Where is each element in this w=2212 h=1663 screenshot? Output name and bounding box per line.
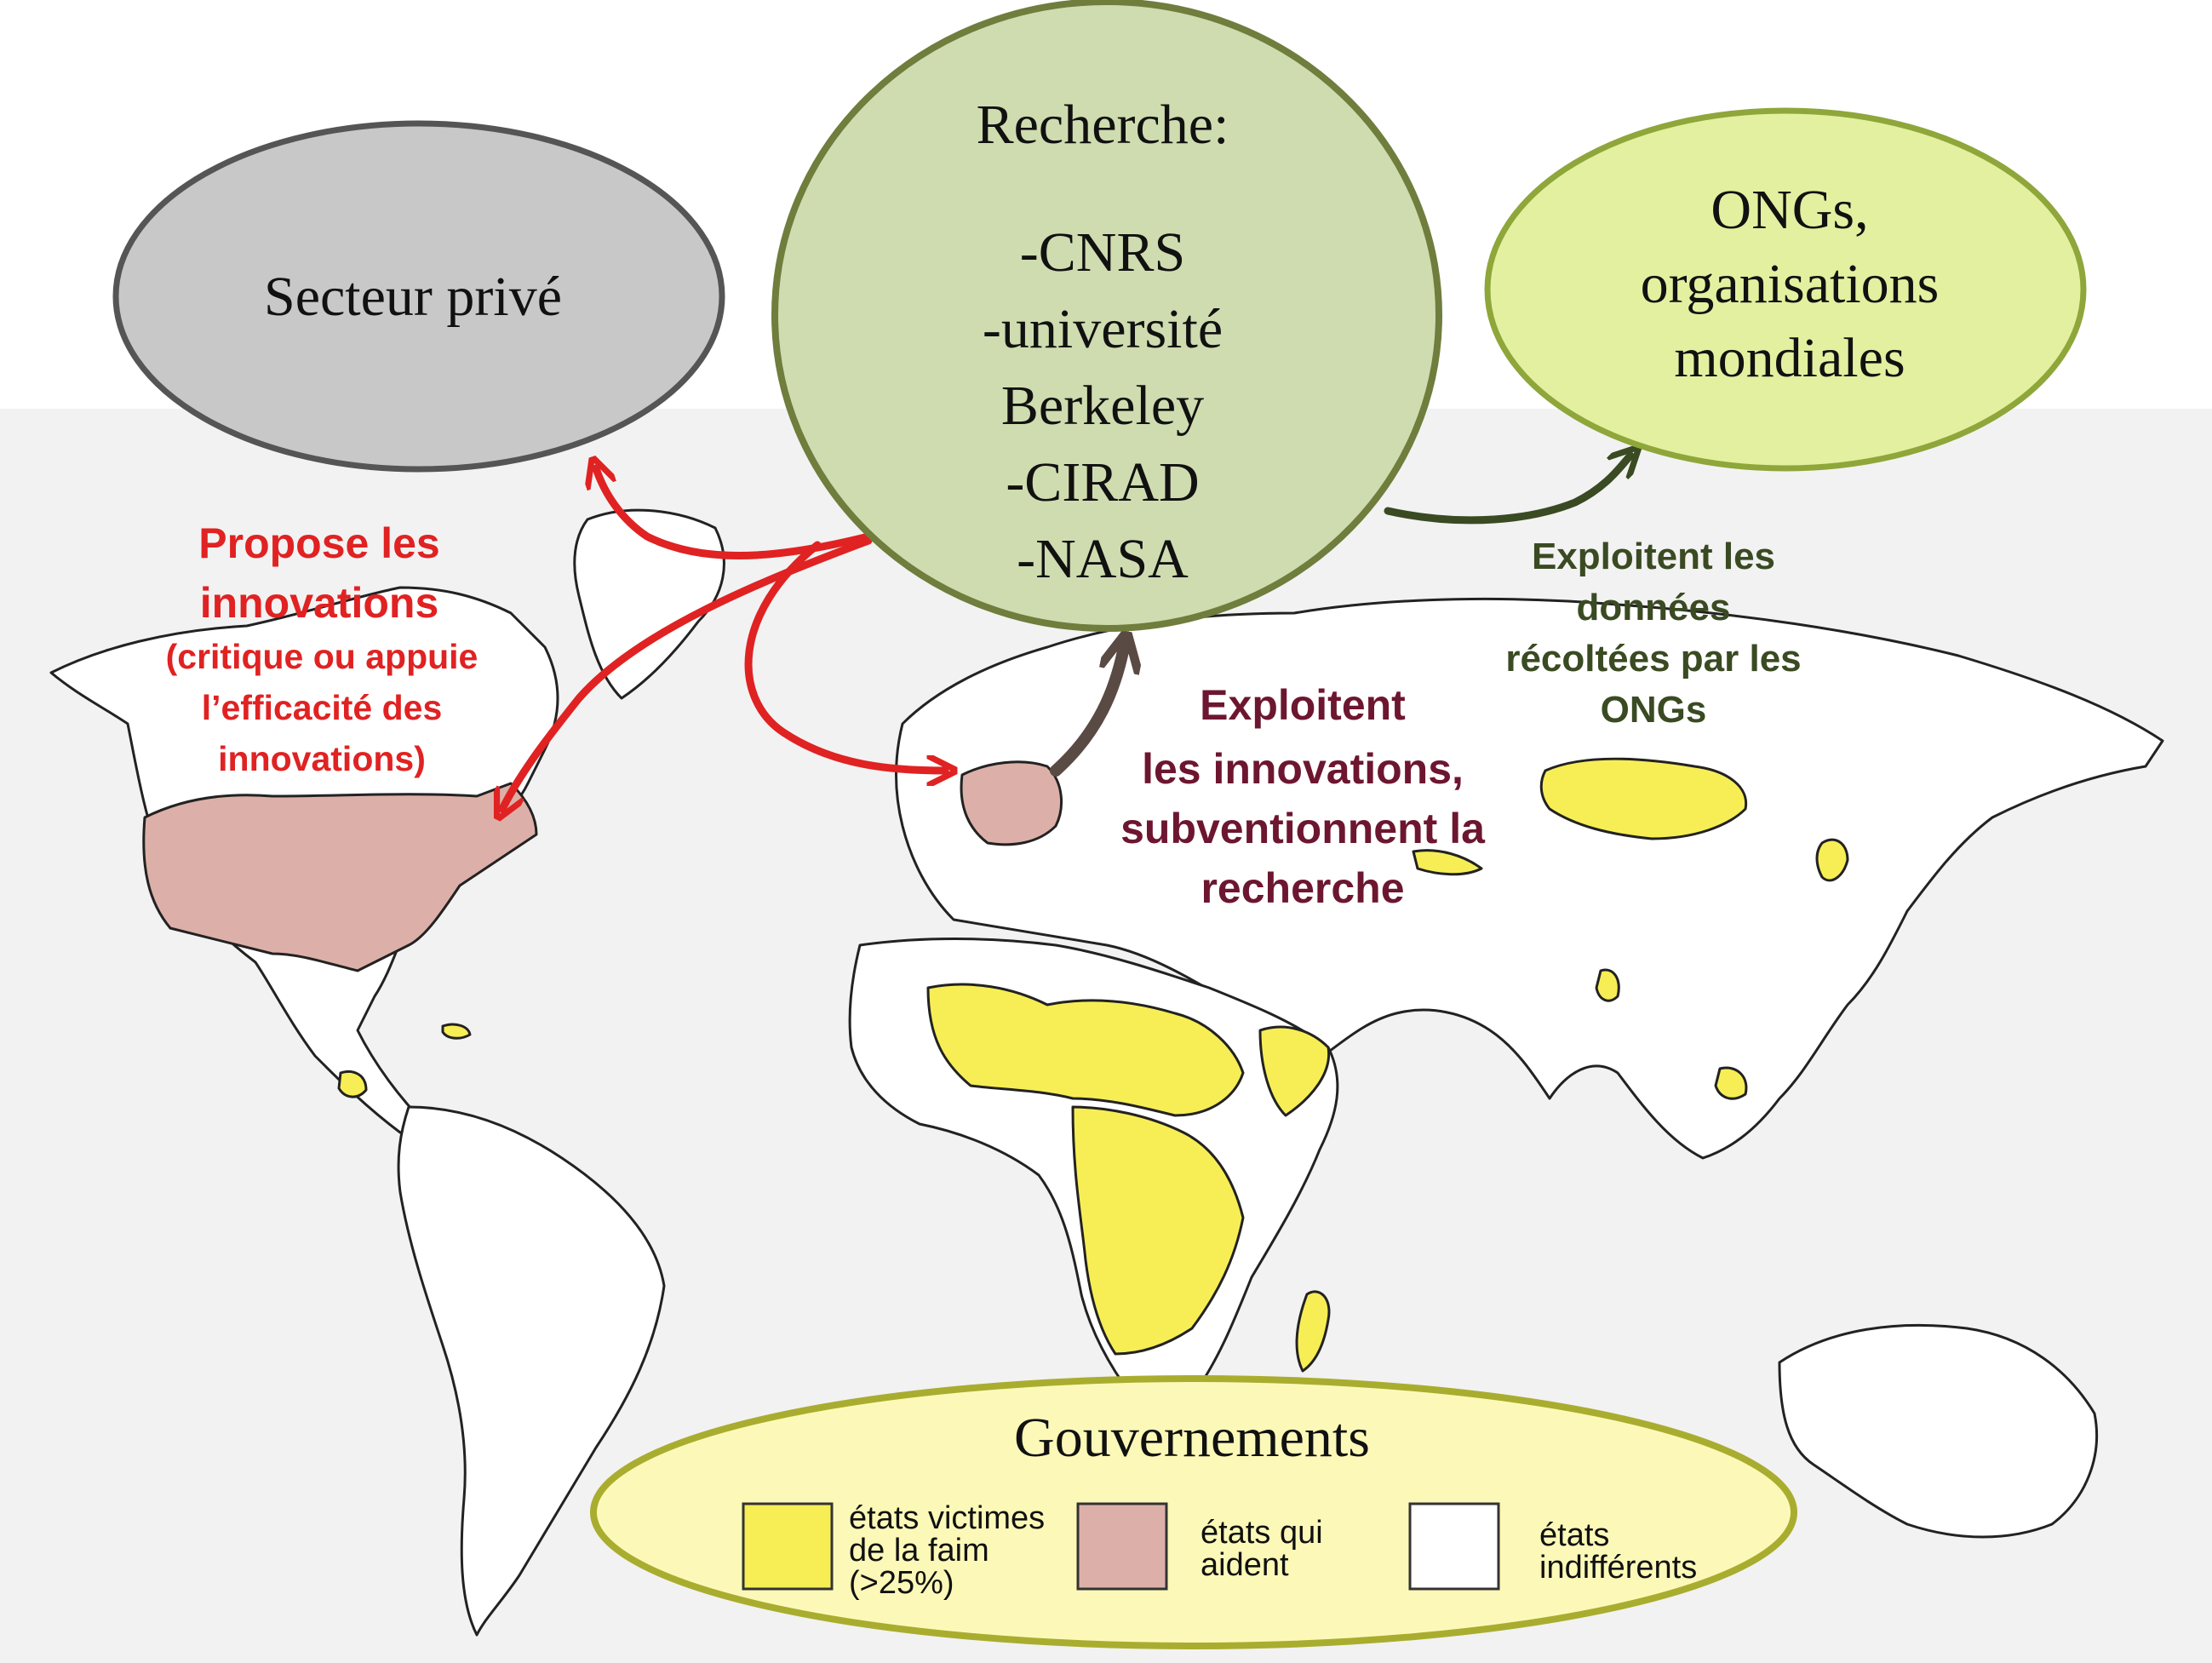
legend-item-hunger: états victimes de la faim (>25%) xyxy=(742,1500,1045,1601)
ngodata-line-2: données xyxy=(1577,587,1731,628)
landmass-australia xyxy=(1778,1323,2099,1539)
ngodata-line-1: Exploitent les xyxy=(1532,536,1775,577)
research-line-cnrs: -CNRS xyxy=(1020,221,1185,284)
ngo-ellipse xyxy=(1484,107,2087,472)
region-france xyxy=(960,760,1063,846)
arrow-france-to-research xyxy=(1050,647,1124,777)
node-private: Secteur privé xyxy=(112,120,725,473)
legend-swatch-aid xyxy=(1076,1502,1168,1591)
legend-item-indifferent: états indifférents xyxy=(1408,1502,1697,1591)
label-propose: Propose les innovations (critique ou app… xyxy=(166,519,479,778)
research-line-universite: -université xyxy=(983,298,1223,360)
region-bangladesh xyxy=(1595,968,1620,1002)
legend-aid-line-2: aident xyxy=(1201,1547,1289,1583)
legend-indifferent-line-1: états xyxy=(1539,1517,1609,1553)
landmass-eurasia xyxy=(895,597,2164,1160)
legend-indifferent-line-2: indifférents xyxy=(1539,1550,1697,1586)
research-line-cirad: -CIRAD xyxy=(1006,451,1199,513)
legend: états victimes de la faim (>25%) états q… xyxy=(742,1500,1697,1601)
ngo-line-3: mondiales xyxy=(1674,327,1905,389)
edges xyxy=(502,456,1630,809)
region-usa xyxy=(142,782,538,972)
arrow-research-to-france xyxy=(744,541,945,771)
label-ngo-data: Exploitent les données récoltées par les… xyxy=(1505,536,1801,731)
region-mongolia xyxy=(1539,757,1748,840)
region-sahel xyxy=(926,983,1245,1117)
legend-swatch-indifferent xyxy=(1408,1502,1500,1591)
arrow-research-to-private xyxy=(596,468,873,559)
legend-swatch-hunger xyxy=(742,1502,834,1591)
research-ellipse xyxy=(771,0,1442,632)
landmass-madagascar xyxy=(1295,1290,1331,1373)
propose-line-1: Propose les xyxy=(198,519,439,567)
research-line-title: Recherche: xyxy=(977,94,1229,156)
landmass-south-america xyxy=(397,1105,666,1637)
landmass-greenland xyxy=(573,508,725,700)
label-subsidize: Exploitent les innovations, subventionne… xyxy=(1120,681,1486,912)
propose-line-4: l’efficacité des xyxy=(202,688,443,727)
legend-hunger-line-3: (>25%) xyxy=(849,1565,954,1601)
ngo-line-1: ONGs, xyxy=(1711,179,1868,241)
ngodata-line-4: ONGs xyxy=(1601,689,1707,731)
research-line-berkeley: Berkeley xyxy=(1001,375,1204,437)
private-ellipse xyxy=(112,120,725,473)
world-map xyxy=(49,508,2164,1637)
region-horn-africa xyxy=(1258,1025,1331,1117)
region-north-korea xyxy=(1815,838,1849,882)
government-title: Gouvernements xyxy=(1014,1407,1370,1469)
node-government: Gouvernements états victimes de la faim … xyxy=(590,1375,1797,1649)
private-label: Secteur privé xyxy=(264,266,562,328)
region-cambodia xyxy=(1714,1066,1748,1100)
legend-aid-line-1: états qui xyxy=(1201,1515,1323,1551)
arrow-research-to-ngo xyxy=(1384,456,1630,525)
legend-item-aid: états qui aident xyxy=(1076,1502,1323,1591)
region-central-africa xyxy=(1071,1105,1245,1356)
propose-line-5: innovations) xyxy=(218,739,426,778)
region-haiti xyxy=(441,1023,472,1040)
subsidize-line-3: subventionnent la xyxy=(1120,805,1486,852)
subsidize-line-4: recherche xyxy=(1201,864,1404,912)
propose-line-2: innovations xyxy=(200,579,439,627)
subsidize-line-1: Exploitent xyxy=(1200,681,1406,729)
node-ngo: ONGs, organisations mondiales xyxy=(1484,107,2087,472)
propose-line-3: (critique ou appuie xyxy=(166,637,479,676)
ngo-line-2: organisations xyxy=(1641,253,1940,315)
subsidize-line-2: les innovations, xyxy=(1142,745,1464,793)
legend-hunger-line-2: de la faim xyxy=(849,1533,989,1568)
region-nepal xyxy=(1412,849,1483,876)
node-research: Recherche: -CNRS -université Berkeley -C… xyxy=(771,0,1442,632)
research-line-nasa: -NASA xyxy=(1017,528,1189,590)
region-nicaragua xyxy=(337,1069,368,1098)
ngodata-line-3: récoltées par les xyxy=(1505,638,1801,680)
legend-hunger-line-1: états victimes xyxy=(849,1500,1045,1536)
